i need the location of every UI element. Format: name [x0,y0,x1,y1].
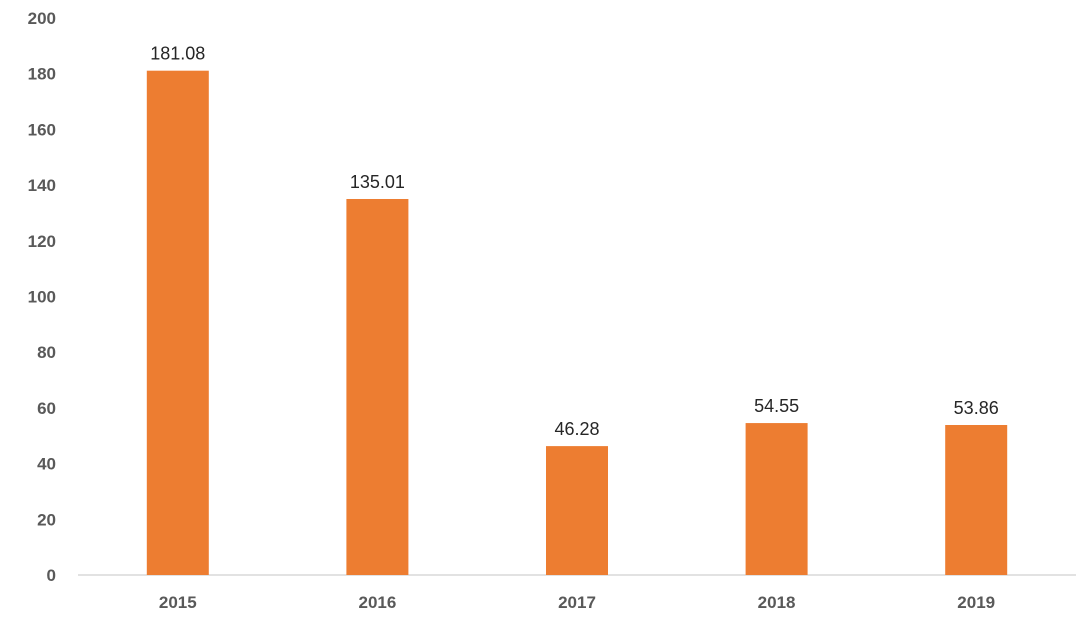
bar-2018 [745,423,808,575]
data-label-2017: 46.28 [554,419,599,439]
bar-2016 [346,198,409,576]
y-tick-label: 160 [28,120,56,139]
data-label-2016: 135.01 [350,172,405,192]
y-tick-label: 40 [37,455,56,474]
y-tick-label: 100 [28,288,56,307]
data-labels: 181.08 135.01 46.28 54.55 53.86 [150,44,998,439]
y-tick-label: 140 [28,176,56,195]
x-tick-label-2018: 2018 [758,593,796,612]
y-tick-label: 60 [37,399,56,418]
x-tick-label-2016: 2016 [358,593,396,612]
y-tick-label: 80 [37,343,56,362]
data-label-2018: 54.55 [754,396,799,416]
y-tick-label: 0 [47,566,56,585]
y-tick-label: 180 [28,65,56,84]
bar-2017 [546,446,608,575]
data-label-2015: 181.08 [150,44,205,64]
y-tick-label: 200 [28,9,56,28]
x-tick-label-2015: 2015 [159,593,197,612]
bar-2019 [945,424,1008,575]
y-tick-label: 20 [37,510,56,529]
bars [146,70,1008,576]
y-tick-label: 120 [28,232,56,251]
x-axis-tick-labels: 2015 2016 2017 2018 2019 [159,593,995,612]
data-label-2019: 53.86 [954,398,999,418]
bar-2015 [146,70,209,575]
x-tick-label-2019: 2019 [957,593,995,612]
y-axis-tick-labels: 0 20 40 60 80 100 120 140 160 180 200 [28,9,56,585]
x-tick-label-2017: 2017 [558,593,596,612]
